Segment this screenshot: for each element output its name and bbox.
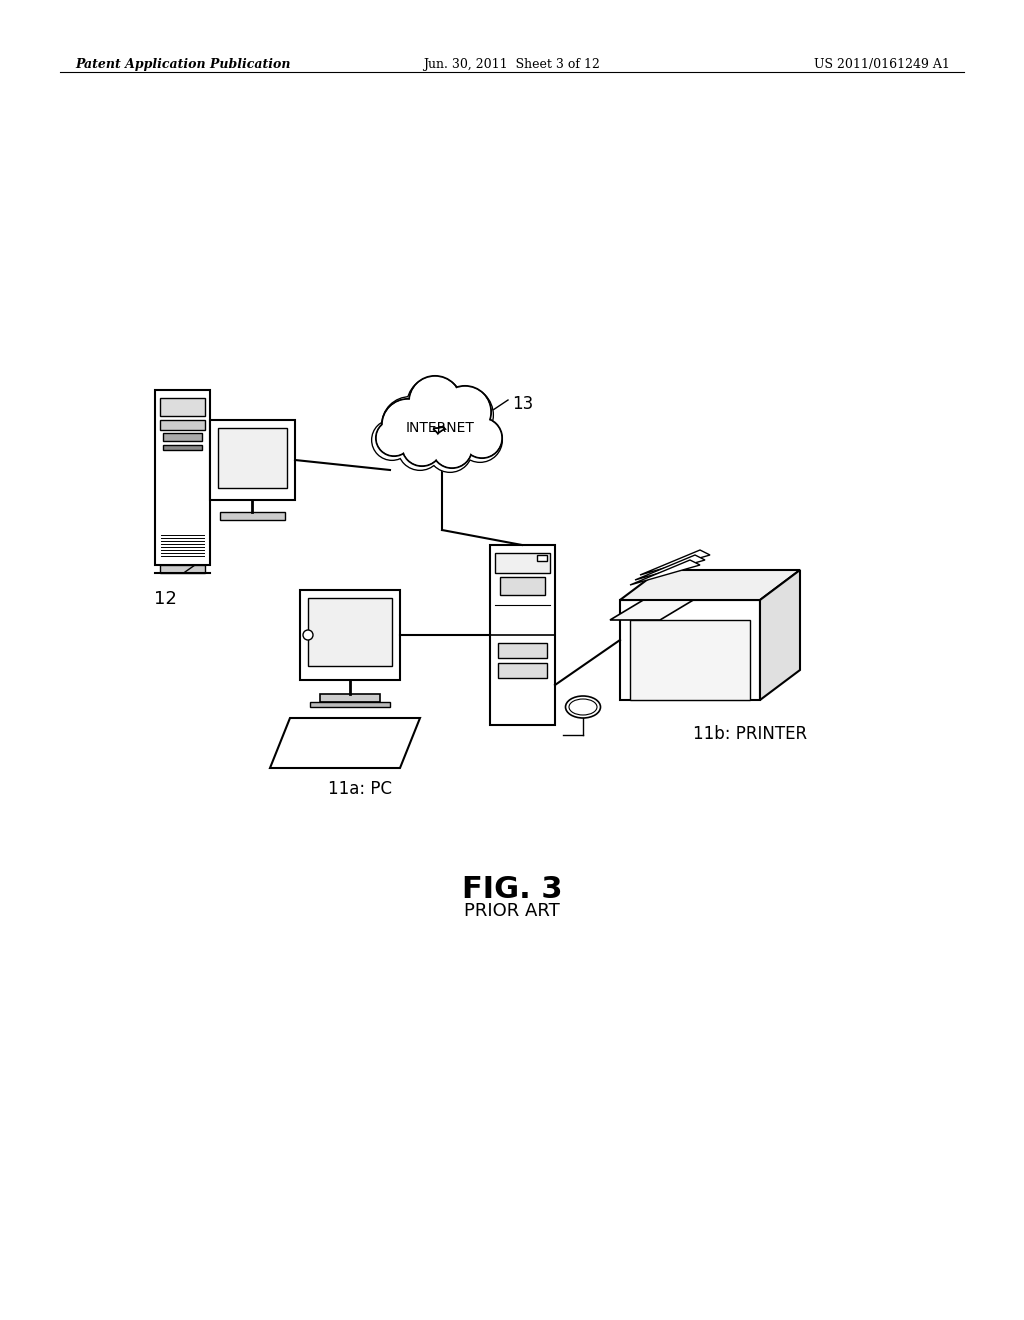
PathPatch shape: [620, 570, 800, 601]
FancyBboxPatch shape: [490, 545, 555, 725]
Circle shape: [458, 418, 502, 462]
PathPatch shape: [760, 570, 800, 700]
PathPatch shape: [270, 718, 420, 768]
Circle shape: [398, 426, 442, 470]
FancyBboxPatch shape: [498, 663, 547, 678]
Circle shape: [376, 420, 412, 455]
FancyBboxPatch shape: [160, 399, 205, 416]
FancyBboxPatch shape: [218, 428, 287, 488]
FancyBboxPatch shape: [310, 702, 390, 708]
Circle shape: [428, 428, 472, 473]
FancyBboxPatch shape: [319, 694, 380, 702]
Circle shape: [433, 429, 470, 466]
PathPatch shape: [610, 590, 710, 620]
Ellipse shape: [565, 696, 600, 718]
Circle shape: [464, 420, 501, 457]
Circle shape: [384, 400, 432, 450]
FancyBboxPatch shape: [498, 643, 547, 657]
Circle shape: [382, 399, 434, 451]
Circle shape: [459, 418, 501, 461]
FancyBboxPatch shape: [160, 565, 205, 573]
Circle shape: [411, 378, 460, 426]
Circle shape: [409, 376, 461, 428]
Circle shape: [383, 399, 437, 451]
Circle shape: [429, 429, 471, 471]
Circle shape: [378, 421, 411, 454]
FancyBboxPatch shape: [500, 577, 545, 595]
Text: PRIOR ART: PRIOR ART: [464, 902, 560, 920]
Circle shape: [372, 420, 412, 459]
Circle shape: [402, 426, 442, 466]
Circle shape: [462, 418, 502, 458]
FancyBboxPatch shape: [163, 433, 202, 441]
Circle shape: [432, 428, 472, 469]
Text: 11a: PC: 11a: PC: [328, 780, 392, 799]
FancyBboxPatch shape: [537, 554, 547, 561]
PathPatch shape: [640, 550, 710, 576]
Circle shape: [382, 397, 438, 453]
FancyBboxPatch shape: [308, 598, 392, 667]
FancyBboxPatch shape: [300, 590, 400, 680]
Text: 13: 13: [512, 395, 534, 413]
Text: US 2011/0161249 A1: US 2011/0161249 A1: [814, 58, 950, 71]
Text: 11b: PRINTER: 11b: PRINTER: [693, 725, 807, 743]
FancyBboxPatch shape: [495, 553, 550, 573]
Circle shape: [403, 428, 440, 465]
FancyBboxPatch shape: [160, 420, 205, 430]
FancyBboxPatch shape: [163, 445, 202, 450]
FancyBboxPatch shape: [630, 620, 750, 700]
FancyBboxPatch shape: [155, 389, 210, 565]
Circle shape: [407, 378, 463, 433]
Circle shape: [303, 630, 313, 640]
FancyBboxPatch shape: [220, 512, 285, 520]
FancyBboxPatch shape: [620, 601, 760, 700]
Circle shape: [408, 378, 462, 432]
Ellipse shape: [569, 700, 597, 715]
PathPatch shape: [635, 554, 705, 579]
Circle shape: [440, 388, 489, 437]
Text: 12: 12: [154, 590, 176, 609]
Circle shape: [439, 385, 490, 438]
Circle shape: [399, 426, 441, 469]
Text: FIG. 3: FIG. 3: [462, 875, 562, 904]
FancyBboxPatch shape: [210, 420, 295, 500]
Text: INTERNET: INTERNET: [406, 421, 474, 436]
Circle shape: [373, 421, 411, 459]
Text: Patent Application Publication: Patent Application Publication: [75, 58, 291, 71]
Circle shape: [437, 387, 493, 444]
Text: Jun. 30, 2011  Sheet 3 of 12: Jun. 30, 2011 Sheet 3 of 12: [424, 58, 600, 71]
PathPatch shape: [630, 560, 700, 585]
Circle shape: [438, 388, 492, 442]
